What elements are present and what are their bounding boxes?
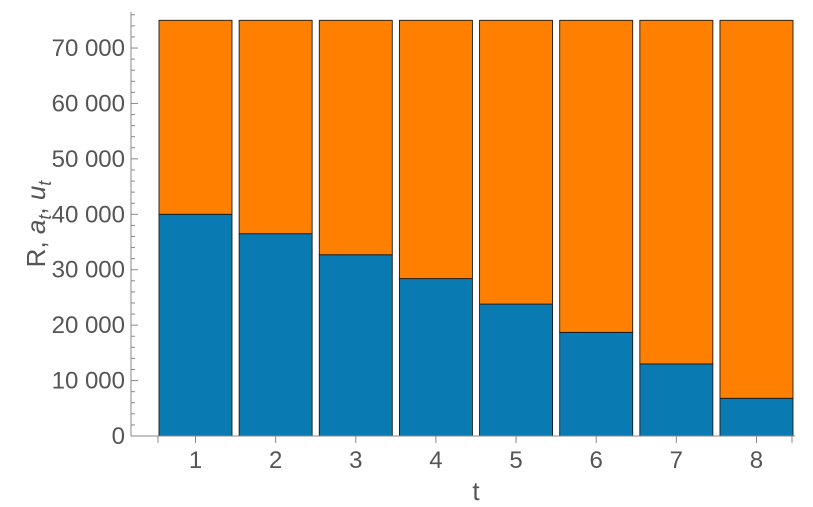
- y-axis-title-sep: ,: [21, 200, 51, 214]
- y-tick-label: 20 000: [52, 312, 125, 339]
- x-tick-label: 2: [269, 447, 282, 474]
- bar-upper-6: [559, 19, 634, 333]
- bar-upper-8: [719, 19, 794, 399]
- bar-upper-5: [479, 19, 554, 305]
- bar-lower-7: [639, 363, 714, 437]
- bar-lower-8: [719, 397, 794, 437]
- y-tick-label: 70 000: [52, 35, 125, 62]
- x-ticks-group: 1 2 3 4 5 6 7 8: [157, 436, 793, 474]
- x-tick-label: 7: [670, 447, 683, 474]
- y-axis-title: R, at, ut: [21, 180, 55, 268]
- y-tick-label: 40 000: [52, 201, 125, 228]
- bar-upper-2: [238, 19, 313, 235]
- x-tick-label: 6: [590, 447, 603, 474]
- bar-lower-2: [238, 233, 313, 437]
- y-tick-label: 50 000: [52, 146, 125, 173]
- y-axis-title-lead: R,: [21, 234, 51, 267]
- y-axis-title-a: a: [21, 220, 51, 234]
- y-axis-title-a-sub: t: [35, 214, 55, 220]
- y-axis-title-u-sub: t: [35, 180, 55, 186]
- bar-upper-4: [398, 19, 473, 280]
- bar-upper-7: [639, 19, 714, 365]
- x-tick-label: 4: [429, 447, 442, 474]
- y-tick-label: 10 000: [52, 368, 125, 395]
- x-axis-title: t: [472, 476, 480, 506]
- x-tick-label: 5: [509, 447, 522, 474]
- y-ticks-group: 0 10 000 20 000 30 000 40 000 50 000 60 000 70 …: [52, 14, 138, 450]
- y-tick-label: 0: [112, 423, 125, 450]
- bar-lower-1: [158, 213, 233, 437]
- bar-lower-3: [318, 254, 393, 437]
- x-tick-label: 1: [189, 447, 202, 474]
- bar-lower-5: [479, 303, 554, 437]
- axes-group: [130, 12, 795, 437]
- bars-group: [158, 19, 794, 437]
- y-tick-label: 30 000: [52, 257, 125, 284]
- x-tick-label: 3: [349, 447, 362, 474]
- bar-lower-4: [398, 278, 473, 437]
- x-tick-label: 8: [750, 447, 763, 474]
- bar-upper-1: [158, 19, 233, 215]
- bar-lower-6: [559, 331, 634, 437]
- bar-upper-3: [318, 19, 393, 256]
- y-tick-label: 60 000: [52, 90, 125, 117]
- y-axis-title-u: u: [21, 186, 51, 200]
